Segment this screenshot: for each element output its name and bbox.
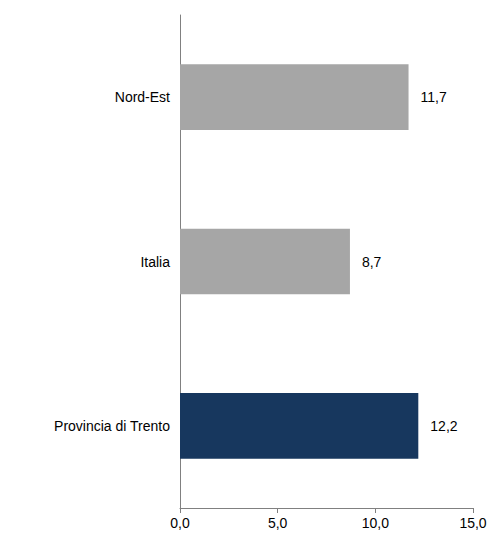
svg-text:5,0: 5,0 xyxy=(268,515,288,531)
svg-text:0,0: 0,0 xyxy=(170,515,190,531)
svg-text:15,0: 15,0 xyxy=(459,515,486,531)
svg-text:Provincia di Trento: Provincia di Trento xyxy=(54,418,170,434)
svg-text:8,7: 8,7 xyxy=(362,254,382,270)
svg-text:11,7: 11,7 xyxy=(421,89,447,105)
svg-text:Italia: Italia xyxy=(140,254,170,270)
svg-text:10,0: 10,0 xyxy=(362,515,389,531)
svg-text:12,2: 12,2 xyxy=(430,418,457,434)
svg-text:Nord-Est: Nord-Est xyxy=(115,89,170,105)
